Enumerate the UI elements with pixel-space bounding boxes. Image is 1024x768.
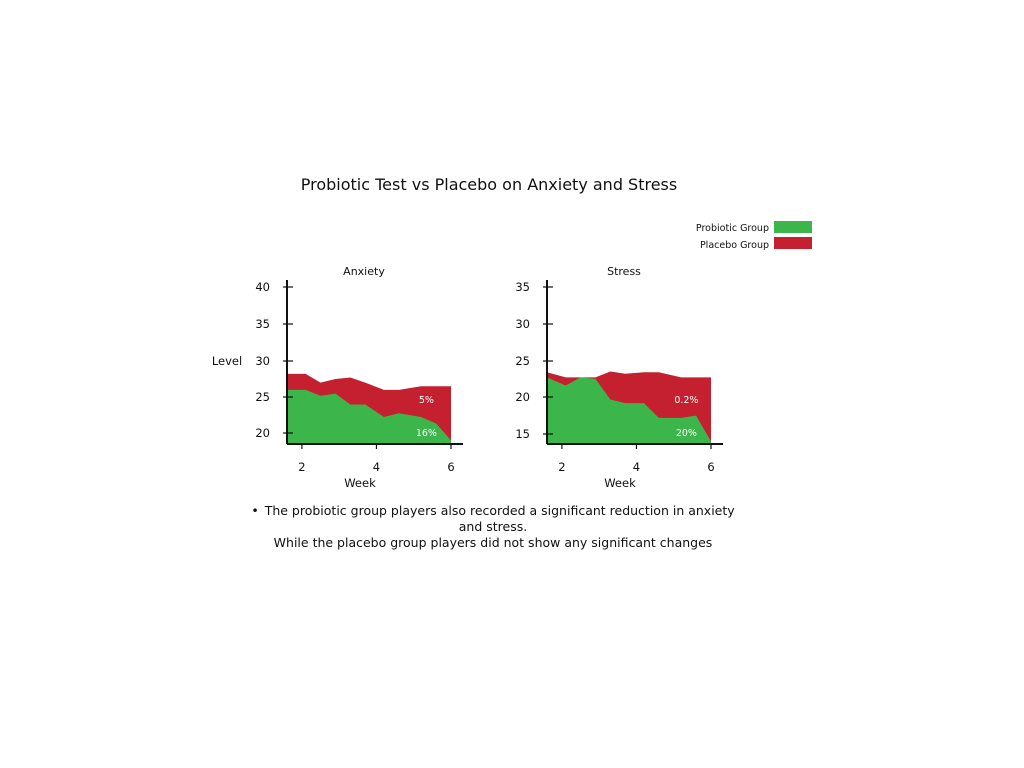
probiotic-area	[547, 377, 711, 444]
legend-swatch-probiotic	[774, 221, 812, 233]
panel-title: Stress	[607, 265, 641, 278]
y-tick-label: 25	[515, 354, 530, 368]
bullet-icon: •	[251, 503, 259, 518]
note-line-1: The probiotic group players also recorde…	[264, 503, 735, 534]
anxiety-panel: Anxiety 20 25 30 35 40 2 4 6 Week Level 5% 16%	[212, 265, 463, 490]
x-tick-label: 4	[373, 460, 380, 474]
y-tick-label: 40	[255, 280, 270, 294]
y-tick-label: 30	[515, 317, 530, 331]
legend-swatch-placebo	[774, 237, 812, 249]
panel-title: Anxiety	[343, 265, 385, 278]
y-tick-label: 15	[515, 427, 530, 441]
data-annotation: 0.2%	[674, 395, 698, 406]
legend: Probiotic Group Placebo Group	[696, 221, 812, 251]
y-tick-label: 35	[515, 280, 530, 294]
x-tick-label: 6	[707, 460, 714, 474]
y-tick-label: 20	[515, 390, 530, 404]
data-annotation: 5%	[419, 395, 434, 406]
note-line-2: While the placebo group players did not …	[273, 535, 713, 550]
chart-title: Probiotic Test vs Placebo on Anxiety and…	[301, 175, 677, 194]
x-tick-label: 6	[447, 460, 454, 474]
data-annotation: 20%	[676, 428, 697, 439]
probiotic-area	[287, 389, 451, 444]
y-axis-label: Level	[212, 354, 242, 368]
y-tick-label: 20	[255, 426, 270, 440]
x-tick-label: 2	[298, 460, 305, 474]
note-text: • The probiotic group players also record…	[240, 503, 746, 551]
x-tick-label: 2	[558, 460, 565, 474]
y-tick-label: 35	[255, 317, 270, 331]
y-tick-label: 25	[255, 390, 270, 404]
y-tick-label: 30	[255, 354, 270, 368]
x-axis-label: Week	[344, 476, 376, 490]
data-annotation: 16%	[416, 428, 437, 439]
x-tick-label: 4	[633, 460, 640, 474]
legend-label-probiotic: Probiotic Group	[696, 223, 769, 234]
x-axis-label: Week	[604, 476, 636, 490]
stress-panel: Stress 15 20 25 30 35 2 4 6 Week 0.2% 20%	[515, 265, 723, 490]
legend-label-placebo: Placebo Group	[700, 240, 769, 251]
